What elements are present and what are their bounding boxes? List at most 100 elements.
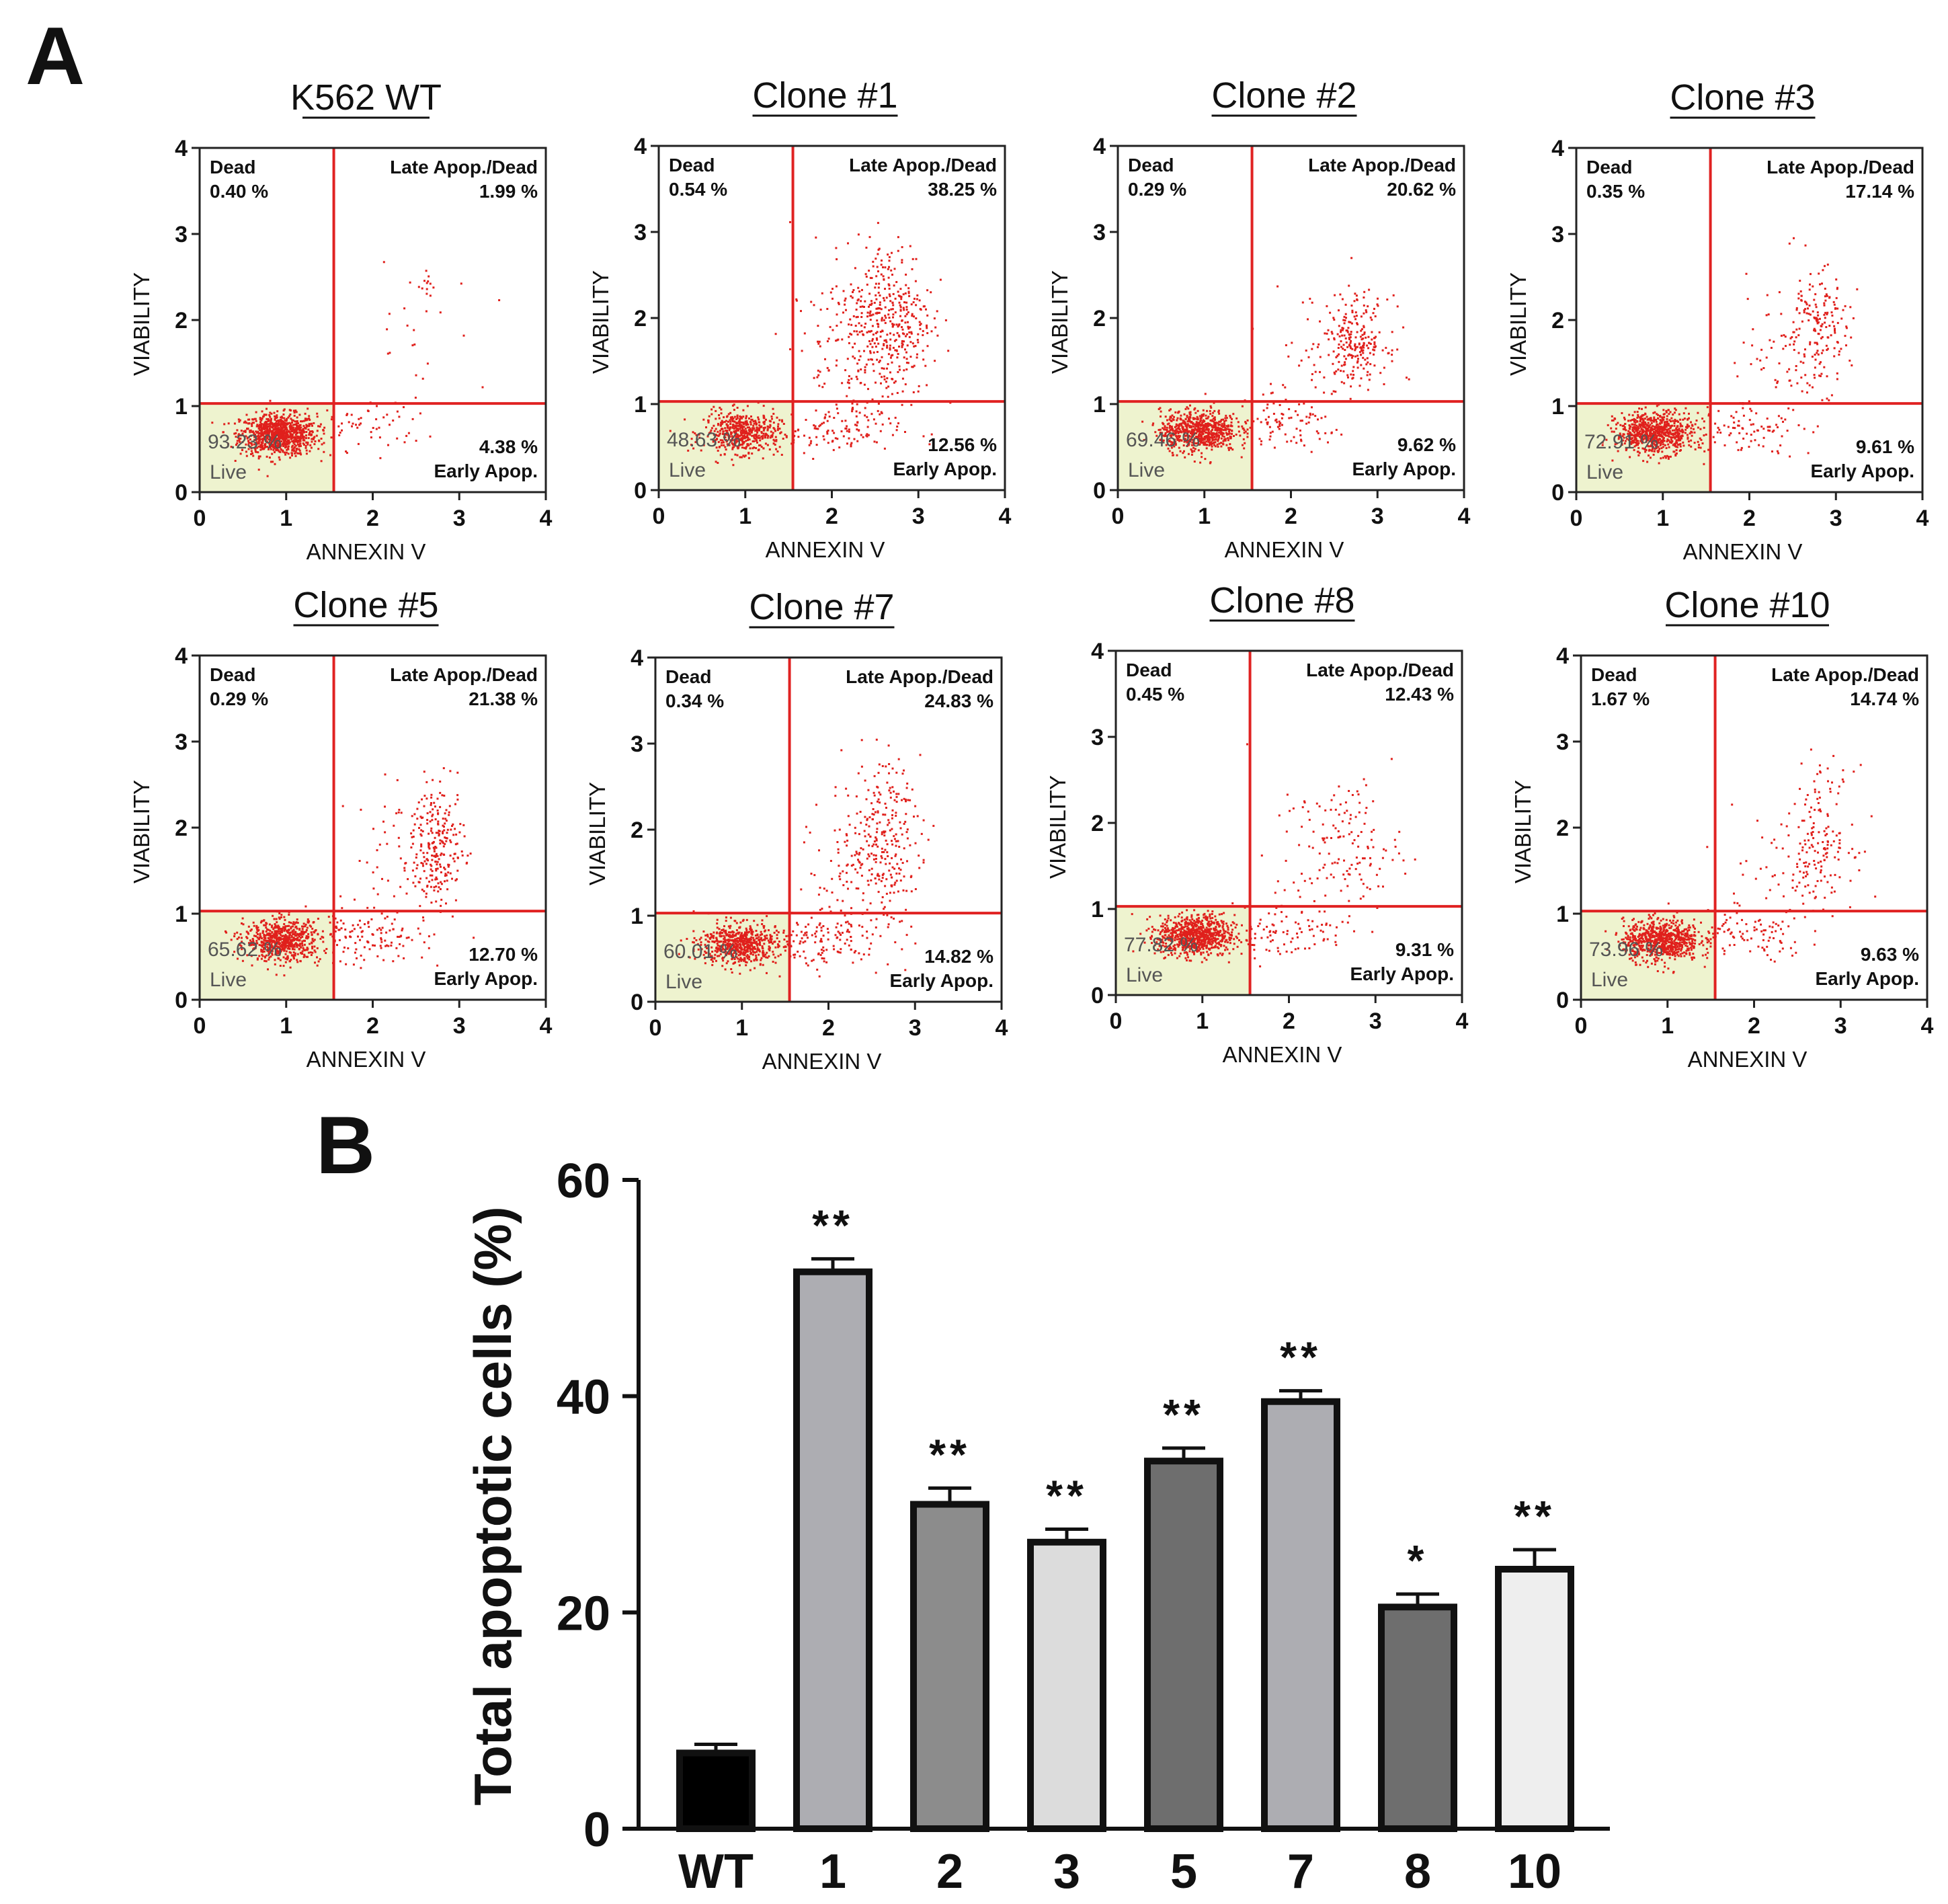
event-dot (277, 957, 280, 959)
event-dot (1674, 454, 1677, 457)
event-dot (916, 294, 919, 296)
event-dot (1658, 430, 1661, 432)
event-dot (309, 419, 311, 421)
event-dot (1402, 326, 1405, 329)
event-dot (277, 946, 280, 948)
event-dot (1170, 440, 1172, 443)
event-dot (1777, 415, 1780, 418)
event-dot (425, 282, 428, 284)
event-dot (271, 945, 274, 947)
event-dot (1635, 444, 1637, 446)
event-dot (268, 958, 270, 961)
event-dot (1216, 430, 1219, 432)
event-dot (264, 924, 267, 926)
event-dot (743, 426, 745, 428)
event-dot (1830, 394, 1833, 397)
event-dot (1822, 269, 1824, 272)
event-dot (1278, 428, 1281, 430)
event-dot (290, 428, 293, 430)
event-dot (930, 433, 933, 436)
event-dot (1242, 438, 1245, 440)
event-dot (256, 438, 259, 440)
event-dot (1792, 321, 1795, 323)
event-dot (286, 955, 289, 957)
event-dot (1643, 418, 1646, 420)
event-dot (907, 325, 909, 328)
event-dot (263, 950, 266, 953)
event-dot (1746, 432, 1748, 435)
event-dot (1648, 426, 1651, 428)
event-dot (1771, 450, 1773, 452)
event-dot (826, 432, 829, 435)
event-dot (1714, 422, 1717, 425)
event-dot (1246, 419, 1249, 422)
event-dot (1644, 423, 1647, 426)
event-dot (230, 446, 233, 448)
event-dot (283, 429, 286, 432)
event-dot (1796, 382, 1799, 385)
event-dot (885, 296, 888, 299)
event-dot (261, 937, 263, 940)
event-dot (711, 408, 713, 411)
event-dot (1176, 417, 1179, 420)
event-dot (300, 434, 302, 437)
event-dot (850, 445, 852, 448)
event-dot (285, 443, 288, 446)
event-dot (1816, 350, 1819, 352)
live-quadrant-label: Live (1128, 459, 1165, 481)
event-dot (1780, 334, 1783, 337)
event-dot (863, 306, 865, 308)
event-dot (729, 411, 732, 414)
event-dot (1646, 434, 1649, 437)
event-dot (723, 433, 725, 436)
event-dot (281, 443, 284, 446)
event-dot (870, 314, 872, 317)
event-dot (1745, 272, 1748, 275)
event-dot (824, 416, 826, 419)
event-dot (872, 418, 875, 421)
event-dot (1650, 431, 1652, 434)
event-dot (1195, 428, 1198, 431)
event-dot (1347, 354, 1350, 357)
event-dot (1177, 411, 1180, 414)
event-dot (1652, 448, 1654, 450)
event-dot (1738, 432, 1741, 434)
event-dot (1340, 364, 1343, 367)
event-dot (314, 951, 317, 953)
event-dot (1654, 426, 1657, 429)
event-dot (747, 451, 750, 454)
event-dot (263, 919, 265, 922)
event-dot (274, 924, 277, 927)
event-dot (1218, 412, 1221, 415)
event-dot (1356, 354, 1359, 357)
event-dot (1814, 366, 1816, 369)
event-dot (850, 323, 853, 326)
event-dot (747, 426, 750, 429)
event-dot (749, 428, 752, 430)
event-dot (1748, 419, 1751, 422)
event-dot (1297, 413, 1299, 416)
event-dot (1406, 376, 1408, 379)
event-dot (1249, 426, 1252, 429)
event-dot (1207, 422, 1209, 425)
event-dot (348, 421, 350, 424)
event-dot (1799, 290, 1802, 292)
event-dot (1164, 425, 1166, 428)
event-dot (729, 439, 732, 442)
event-dot (321, 935, 323, 938)
event-dot (309, 450, 311, 452)
event-dot (239, 933, 242, 936)
event-dot (1641, 415, 1643, 418)
event-dot (1276, 426, 1279, 428)
event-dot (277, 419, 280, 422)
event-dot (1662, 432, 1665, 434)
event-dot (1773, 340, 1775, 343)
event-dot (1624, 423, 1627, 425)
event-dot (1219, 420, 1222, 422)
event-dot (705, 426, 707, 429)
event-dot (1164, 433, 1167, 436)
event-dot (1373, 307, 1375, 310)
event-dot (760, 446, 763, 448)
event-dot (708, 415, 711, 418)
event-dot (268, 427, 271, 430)
